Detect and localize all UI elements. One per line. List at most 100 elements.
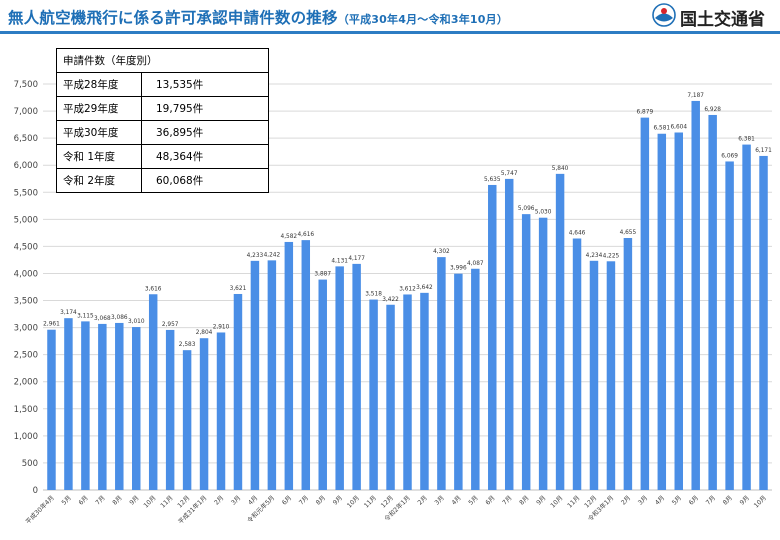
summary-count: 19,795件	[141, 96, 269, 121]
y-tick-label: 500	[22, 459, 38, 469]
bar	[657, 133, 667, 490]
x-tick-label: 7月	[501, 494, 514, 507]
x-tick-label: 11月	[159, 494, 175, 510]
bar	[572, 238, 582, 490]
data-label: 4,131	[331, 258, 348, 264]
summary-year: 令和 2年度	[56, 168, 142, 193]
summary-row: 令和 1年度 48,364件	[56, 144, 269, 169]
y-tick-label: 6,500	[14, 134, 38, 144]
bar	[352, 263, 361, 490]
y-tick-label: 4,000	[14, 269, 38, 279]
x-tick-label: 6月	[280, 494, 293, 507]
bar	[640, 117, 650, 491]
bar	[369, 299, 378, 490]
x-tick-label: 6月	[484, 494, 497, 507]
data-label: 6,171	[755, 148, 772, 154]
x-tick-label: 6月	[77, 494, 90, 507]
bar	[81, 321, 90, 490]
x-tick-label: 10月	[142, 494, 158, 510]
mlit-logo-icon	[652, 3, 676, 27]
bar	[538, 217, 548, 490]
x-tick-label: 6月	[687, 494, 700, 507]
bar	[742, 144, 751, 490]
data-label: 5,030	[535, 210, 552, 216]
header: 無人航空機飛行に係る許可承認申請件数の推移（平成30年4月～令和3年10月） 国…	[0, 0, 780, 34]
data-label: 6,581	[653, 126, 670, 132]
summary-row: 令和 2年度 60,068件	[56, 168, 269, 193]
data-label: 2,957	[162, 322, 179, 328]
summary-row: 平成29年度 19,795件	[56, 96, 269, 121]
data-label: 6,069	[721, 153, 738, 159]
x-tick-label: 8月	[111, 494, 124, 507]
header-rule	[0, 31, 780, 34]
bar	[64, 318, 73, 490]
x-tick-label: 7月	[704, 494, 717, 507]
data-label: 4,177	[348, 256, 365, 262]
summary-year: 令和 1年度	[56, 144, 142, 169]
x-tick-label: 5月	[60, 494, 73, 507]
x-tick-label: 2月	[212, 494, 225, 507]
annual-summary-table: 申請件数（年度別） 平成28年度 13,535件 平成29年度 19,795件 平成…	[56, 48, 269, 193]
x-tick-label: 4月	[653, 494, 666, 507]
data-label: 4,655	[620, 230, 637, 236]
data-label: 2,583	[179, 342, 196, 348]
data-label: 3,518	[365, 292, 382, 298]
x-tick-label: 平成30年4月	[23, 493, 56, 526]
x-tick-label: 11月	[362, 494, 378, 510]
x-tick-label: 8月	[314, 494, 327, 507]
summary-row: 平成28年度 13,535件	[56, 72, 269, 97]
y-tick-label: 7,500	[14, 80, 38, 90]
data-label: 3,174	[60, 310, 77, 316]
data-label: 3,996	[450, 266, 467, 272]
x-tick-label: 10月	[549, 494, 565, 510]
x-tick-label: 5月	[670, 494, 683, 507]
x-tick-label: 12月	[176, 494, 192, 510]
summary-count: 13,535件	[141, 72, 269, 97]
x-tick-label: 9月	[331, 494, 344, 507]
data-label: 6,928	[704, 107, 721, 113]
bar	[148, 294, 158, 490]
data-label: 6,604	[670, 125, 687, 131]
bar	[454, 273, 463, 490]
x-tick-label: 7月	[94, 494, 107, 507]
bar	[623, 238, 633, 490]
bar	[488, 184, 497, 490]
data-label: 3,068	[94, 316, 111, 322]
y-tick-label: 2,000	[14, 378, 38, 388]
y-tick-label: 7,000	[14, 107, 38, 117]
bar	[521, 214, 531, 490]
x-tick-label: 7月	[297, 494, 310, 507]
bar	[301, 240, 311, 490]
bar	[437, 257, 446, 490]
bar	[250, 260, 260, 490]
x-tick-label: 5月	[467, 494, 480, 507]
data-label: 4,242	[264, 252, 281, 258]
bar	[165, 329, 175, 490]
summary-year: 平成28年度	[56, 72, 142, 97]
y-tick-label: 0	[33, 486, 38, 496]
bar	[403, 294, 412, 490]
page-title: 無人航空機飛行に係る許可承認申請件数の推移（平成30年4月～令和3年10月）	[8, 6, 508, 28]
y-tick-label: 3,000	[14, 324, 38, 334]
y-tick-label: 3,500	[14, 297, 38, 307]
data-label: 4,302	[433, 249, 450, 255]
x-tick-label: 3月	[229, 494, 242, 507]
data-label: 4,234	[586, 253, 603, 259]
y-tick-label: 1,500	[14, 405, 38, 415]
bar	[182, 350, 192, 490]
data-label: 3,621	[230, 286, 247, 292]
bar	[589, 260, 599, 490]
x-tick-label: 8月	[721, 494, 734, 507]
data-label: 3,887	[314, 272, 331, 278]
x-tick-label: 9月	[738, 494, 751, 507]
summary-year: 平成30年度	[56, 120, 142, 145]
summary-count: 36,895件	[141, 120, 269, 145]
y-tick-label: 4,500	[14, 242, 38, 252]
title-text: 無人航空機飛行に係る許可承認申請件数の推移	[8, 9, 338, 27]
x-tick-label: 12月	[379, 494, 395, 510]
x-tick-label: 8月	[518, 494, 531, 507]
data-label: 6,381	[738, 137, 755, 143]
summary-year: 平成29年度	[56, 96, 142, 121]
data-label: 3,612	[399, 286, 416, 292]
x-tick-label: 12月	[583, 494, 599, 510]
